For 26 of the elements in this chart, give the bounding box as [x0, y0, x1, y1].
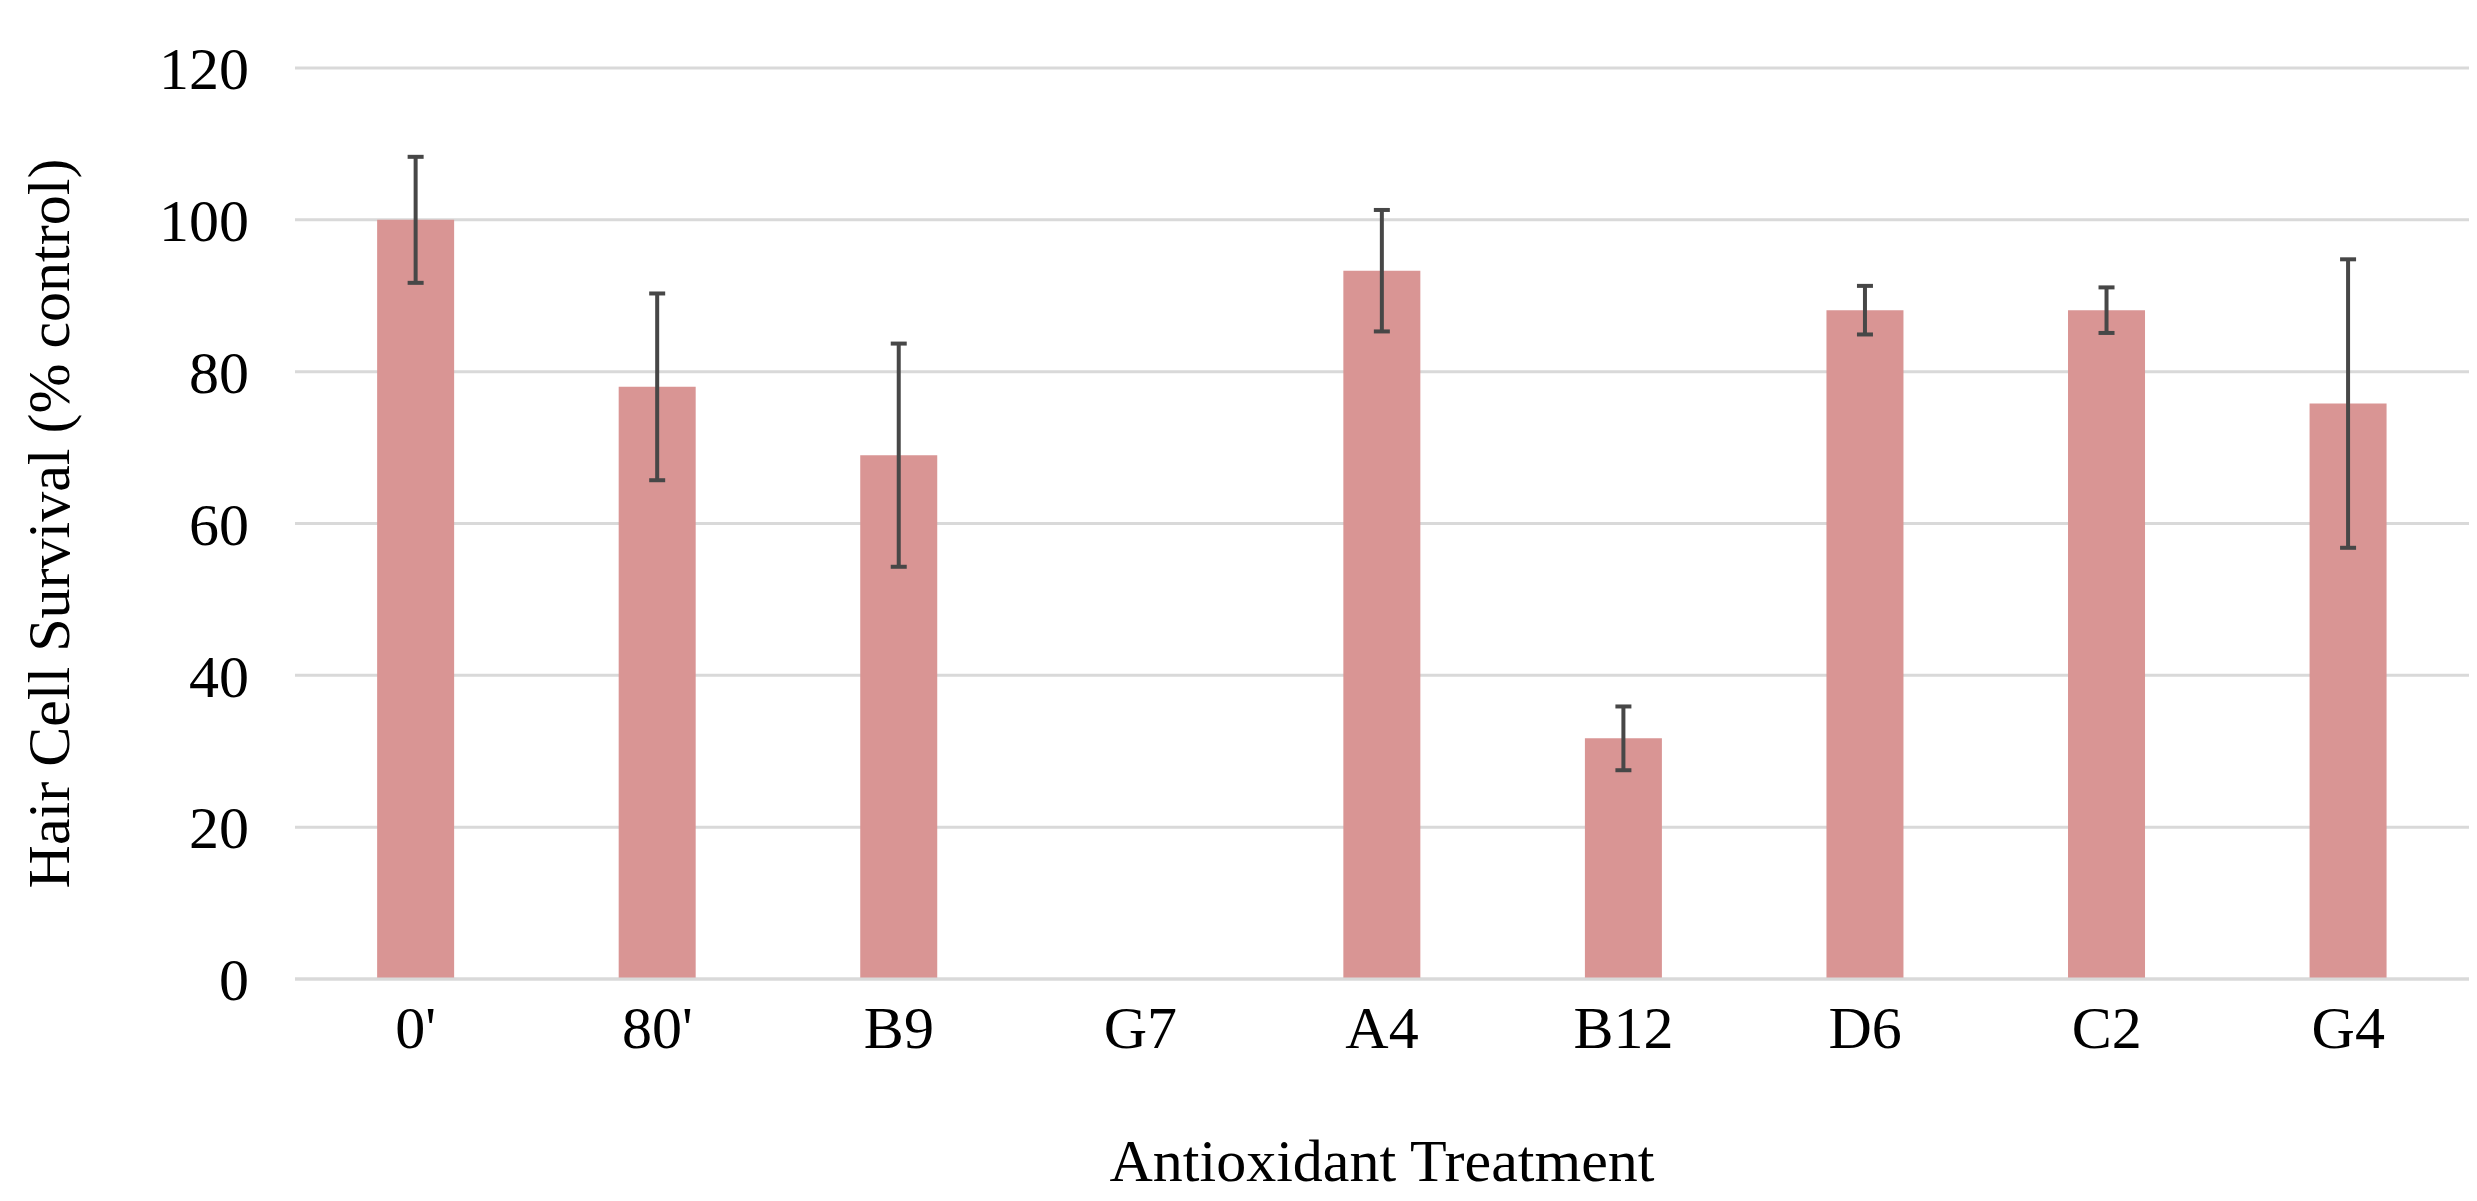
- y-tick-label: 20: [189, 795, 249, 862]
- x-tick-label: B9: [863, 994, 934, 1061]
- x-tick-label: A4: [1345, 994, 1419, 1061]
- y-tick-label: 120: [159, 36, 249, 103]
- x-tick-label: 80': [621, 994, 693, 1061]
- y-tick-label: 0: [219, 947, 249, 1014]
- bar: [1584, 738, 1662, 979]
- bar: [1826, 310, 1904, 979]
- bar: [618, 386, 696, 979]
- x-tick-label: G4: [2311, 994, 2385, 1061]
- y-tick-label: 40: [189, 643, 249, 710]
- bar: [2309, 403, 2387, 979]
- x-tick-label: D6: [1828, 994, 1902, 1061]
- bar: [2068, 310, 2146, 979]
- bar: [377, 219, 455, 979]
- y-tick-label: 60: [189, 491, 249, 558]
- x-tick-label: G7: [1103, 994, 1178, 1061]
- x-axis-title: Antioxidant Treatment: [1109, 1128, 1655, 1194]
- x-tick-label: B12: [1573, 994, 1674, 1061]
- x-tick-label: C2: [2071, 994, 2142, 1061]
- x-tick-label: 0': [395, 994, 437, 1061]
- y-tick-label: 80: [189, 339, 249, 406]
- bar: [1343, 270, 1421, 979]
- y-tick-label: 100: [159, 188, 249, 255]
- bar: [860, 455, 938, 979]
- y-axis-title: Hair Cell Survival (% control): [16, 158, 83, 889]
